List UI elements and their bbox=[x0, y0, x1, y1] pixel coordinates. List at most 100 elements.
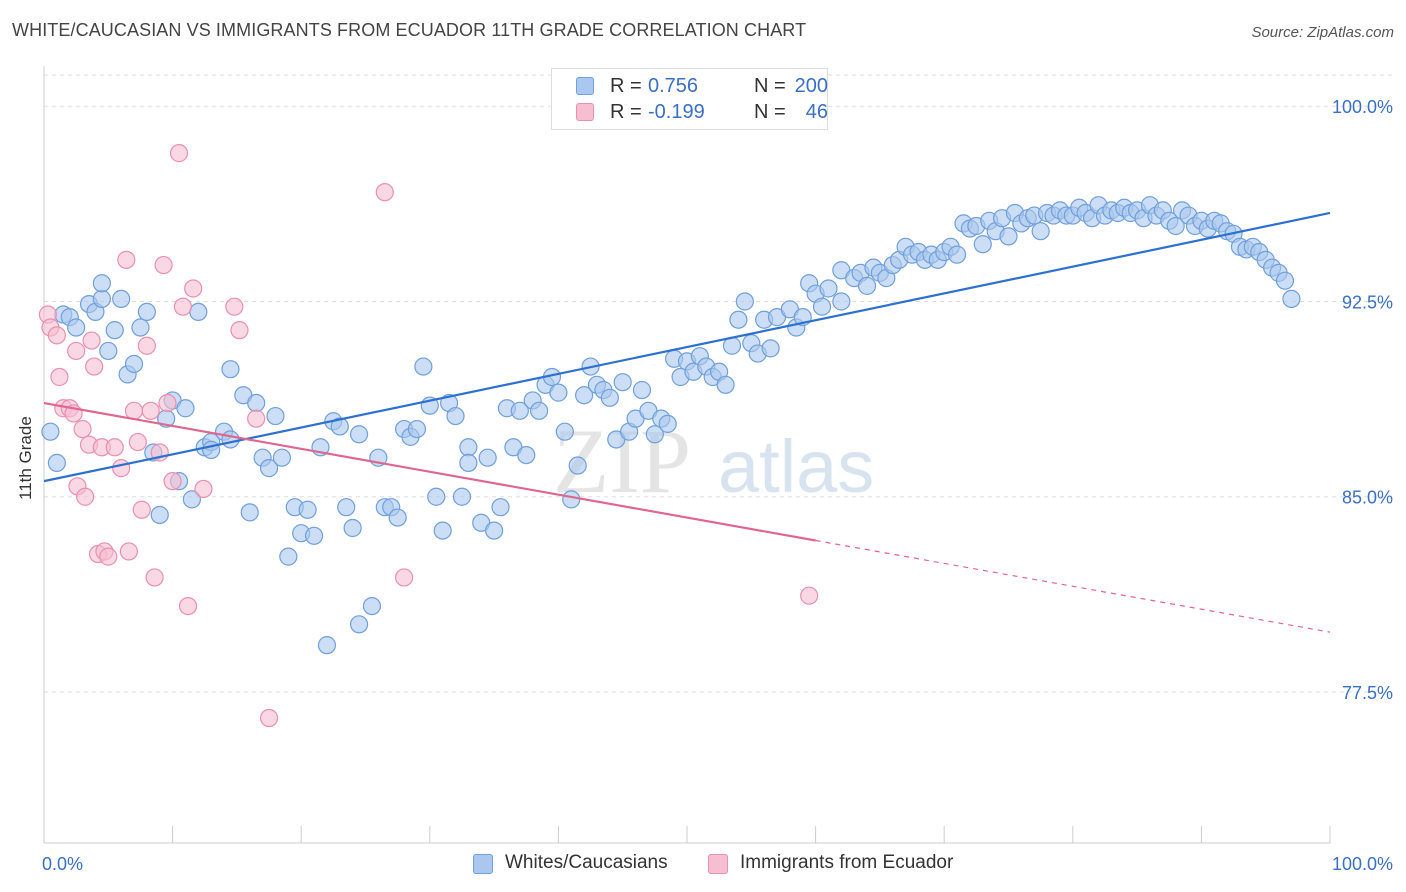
point-whites bbox=[240, 503, 259, 522]
point-whites bbox=[478, 448, 497, 467]
point-ecuador bbox=[47, 326, 66, 345]
point-whites bbox=[716, 375, 735, 394]
point-whites bbox=[176, 399, 195, 418]
y-tick-label: 100.0% bbox=[1332, 97, 1393, 117]
point-whites bbox=[247, 393, 266, 413]
point-whites bbox=[510, 401, 529, 420]
legend-label-ecuador: Immigrants from Ecuador bbox=[740, 852, 954, 873]
point-whites bbox=[459, 438, 478, 457]
point-whites bbox=[485, 521, 504, 540]
point-ecuador bbox=[194, 479, 213, 499]
point-whites bbox=[182, 490, 201, 509]
point-whites bbox=[735, 292, 754, 311]
point-whites bbox=[92, 289, 111, 308]
point-whites bbox=[517, 445, 536, 465]
point-ecuador bbox=[128, 432, 147, 452]
watermark: ZIP atlas bbox=[553, 410, 874, 512]
point-whites bbox=[761, 339, 780, 358]
point-whites bbox=[298, 500, 317, 519]
point-whites bbox=[613, 373, 632, 392]
tick-labels: 100.0% 92.5% 85.0% 77.5% 0.0% 100.0% bbox=[42, 97, 1393, 874]
stats-legend: R = 0.756 N = 200 R = -0.199 N = 46 bbox=[551, 68, 828, 130]
point-ecuador bbox=[105, 438, 124, 457]
point-whites bbox=[131, 318, 150, 337]
point-ecuador bbox=[137, 336, 156, 355]
point-ecuador bbox=[67, 341, 86, 361]
point-ecuador bbox=[800, 586, 819, 605]
x-tick-label-min: 0.0% bbox=[42, 854, 83, 874]
point-whites bbox=[446, 406, 465, 426]
point-whites bbox=[67, 318, 86, 337]
point-whites bbox=[304, 526, 324, 545]
point-ecuador bbox=[119, 542, 138, 561]
point-ecuador bbox=[50, 367, 69, 387]
point-whites bbox=[221, 360, 240, 379]
n-label: N = bbox=[754, 75, 786, 97]
point-whites bbox=[221, 430, 240, 449]
point-whites bbox=[575, 386, 594, 405]
point-whites bbox=[349, 615, 369, 634]
n-label: N = bbox=[754, 101, 786, 123]
point-ecuador bbox=[184, 279, 203, 298]
point-whites bbox=[124, 354, 144, 374]
point-whites bbox=[47, 453, 66, 473]
point-whites bbox=[645, 425, 664, 444]
point-whites bbox=[137, 302, 156, 322]
point-whites bbox=[362, 596, 382, 616]
n-value: 200 bbox=[794, 75, 828, 97]
point-whites bbox=[105, 321, 124, 340]
point-whites bbox=[337, 498, 356, 517]
point-whites bbox=[857, 276, 877, 295]
point-whites bbox=[491, 498, 510, 517]
point-whites bbox=[41, 422, 60, 441]
n-value: 46 bbox=[805, 101, 828, 123]
point-whites bbox=[819, 279, 838, 298]
point-whites bbox=[562, 490, 581, 509]
point-ecuador bbox=[375, 183, 394, 202]
point-whites bbox=[600, 388, 619, 407]
point-whites bbox=[433, 521, 452, 540]
r-label: R = bbox=[610, 101, 642, 123]
point-ecuador bbox=[124, 401, 144, 420]
y-tick-label: 77.5% bbox=[1342, 683, 1393, 703]
axis-layer bbox=[43, 66, 1331, 844]
point-ecuador bbox=[99, 547, 118, 566]
trend-line-ecuador-dashed bbox=[815, 539, 1331, 633]
point-ecuador bbox=[117, 250, 136, 269]
source-label: Source: ZipAtlas.com bbox=[1251, 24, 1394, 41]
point-whites bbox=[812, 297, 832, 316]
trend-line-ecuador bbox=[43, 401, 816, 542]
chart-title: WHITE/CAUCASIAN VS IMMIGRANTS FROM ECUAD… bbox=[12, 20, 807, 40]
legend-label-whites: Whites/Caucasians bbox=[505, 852, 668, 873]
point-ecuador bbox=[145, 568, 164, 587]
point-whites bbox=[272, 448, 292, 467]
point-whites bbox=[1031, 222, 1050, 241]
point-whites bbox=[1166, 216, 1185, 236]
point-ecuador bbox=[132, 500, 151, 519]
point-whites bbox=[530, 401, 549, 420]
point-ecuador bbox=[76, 487, 95, 506]
point-whites bbox=[549, 383, 568, 402]
legend-swatch-ecuador bbox=[576, 103, 594, 121]
point-whites bbox=[973, 235, 992, 254]
x-tick-label-max: 100.0% bbox=[1332, 854, 1393, 874]
trend-line-whites bbox=[43, 211, 1331, 483]
point-ecuador bbox=[112, 459, 131, 478]
r-value: 0.756 bbox=[648, 75, 699, 97]
point-whites bbox=[459, 453, 478, 473]
point-whites bbox=[555, 422, 574, 441]
point-ecuador bbox=[158, 393, 177, 413]
point-whites bbox=[427, 487, 446, 506]
point-ecuador bbox=[154, 255, 173, 275]
series-ecuador bbox=[38, 144, 819, 728]
point-ecuador bbox=[178, 596, 198, 616]
y-axis-label: 11th Grade bbox=[16, 416, 35, 500]
point-whites bbox=[330, 417, 349, 436]
point-ecuador bbox=[230, 321, 249, 340]
point-whites bbox=[317, 636, 337, 655]
point-whites bbox=[150, 505, 169, 525]
point-ecuador bbox=[163, 472, 182, 491]
point-whites bbox=[112, 289, 131, 308]
point-whites bbox=[349, 425, 369, 444]
point-ecuador bbox=[73, 419, 92, 439]
